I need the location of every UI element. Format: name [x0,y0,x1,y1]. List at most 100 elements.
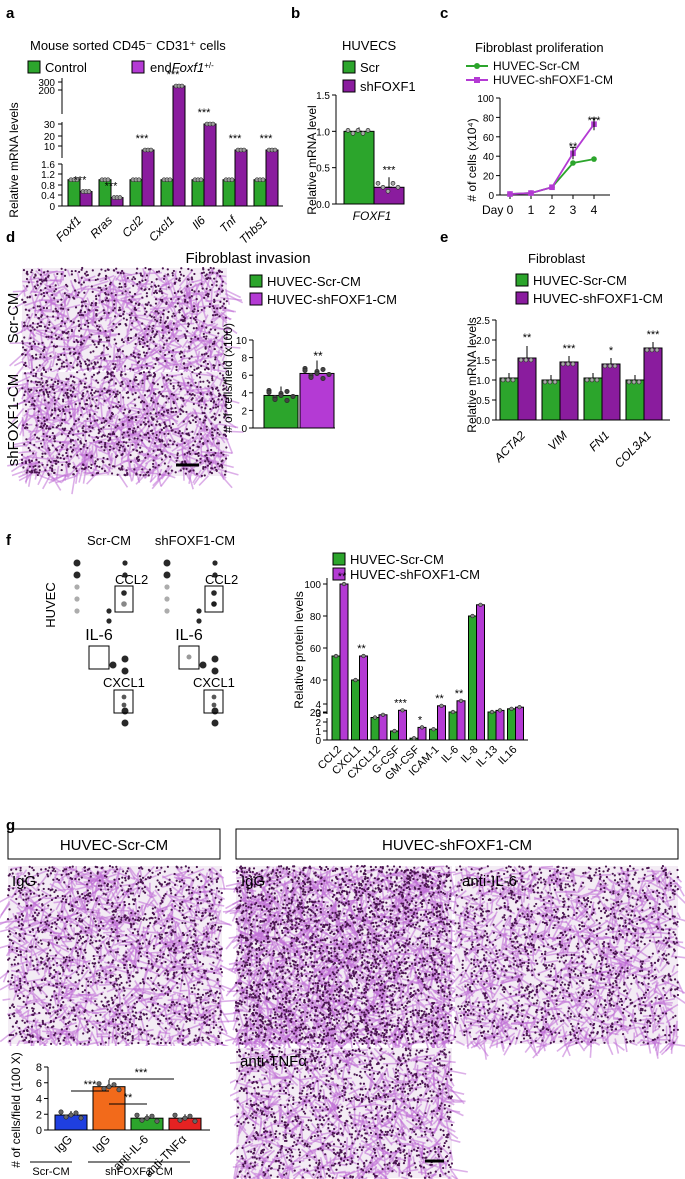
panel-d-micrograph-shfoxf1-nucleus [32,452,35,455]
panel-d-micrograph-scr-nucleus [129,367,132,370]
panel-d-micrograph-scr-nucleus [54,307,57,310]
panel-d-micrograph-scr-cell [195,341,211,352]
panel-d-micrograph-scr-nucleus [160,290,163,293]
panel-d-micrograph-shfoxf1-nucleus [81,427,84,430]
panel-b-title: HUVECS [342,38,397,53]
panel-d-micrograph-scr-nucleus [107,336,110,339]
panel-d-micrograph-shfoxf1-nucleus [63,418,66,422]
panel-g-micrograph-scr-igg-nucleus [158,955,162,958]
panel-a-ytick-label: 0.8 [41,181,55,192]
panel-g-micrograph-scr-igg-nucleus [69,999,72,1002]
panel-d-micrograph-shfoxf1-nucleus [109,433,112,436]
panel-f-bar-scr [370,717,380,741]
panel-f-bar-shfoxf1 [339,583,349,741]
panel-e-ytick-label: 0.0 [476,416,490,427]
panel-g-micrograph-scr-igg-nucleus [47,1034,50,1038]
panel-d-micrograph-scr-nucleus [87,368,90,371]
panel-d-micrograph-scr-cell [162,295,182,301]
panel-g-micrograph-scr-igg-cell [0,944,10,949]
panel-d-micrograph-shfoxf1-nucleus [65,393,68,396]
panel-f-blot-shfoxf1-label-cxcl1: CXCL1 [193,675,235,690]
panel-d-micrograph-scr-nucleus [74,351,77,354]
panel-d-micrograph-scr-nucleus [95,312,98,316]
panel-d-micrograph-scr-nucleus [74,306,78,309]
panel-d-micrograph-shfoxf1-nucleus [117,441,120,444]
panel-g-micrograph-scr-igg-nucleus [217,941,220,944]
panel-e-legend-shfoxf1: HUVEC-shFOXF1-CM [533,291,663,306]
panel-d-micrograph-scr-nucleus [117,309,121,312]
panel-d-micrograph-shfoxf1-nucleus [167,432,170,435]
panel-g-micrograph-scr-igg-nucleus [65,956,68,959]
panel-d-micrograph-scr-cell [125,312,138,318]
panel-d-micrograph-scr-nucleus [205,352,208,355]
panel-d-micrograph-shfoxf1-nucleus [194,440,197,443]
panel-d-micrograph-scr-nucleus [190,276,193,279]
panel-g-micrograph-scr-igg-nucleus [185,953,188,956]
panel-d-micrograph-scr-cell [225,289,242,299]
panel-d-micrograph-shfoxf1-nucleus [198,372,201,376]
panel-d-micrograph-shfoxf1-nucleus [36,473,39,477]
panel-d-micrograph-scr-nucleus [84,305,87,308]
panel-d-micrograph-scr-nucleus [138,340,141,343]
panel-d-micrograph-scr-nucleus [38,305,41,308]
panel-d-micrograph-scr-nucleus [144,278,147,282]
panel-d-micrograph-scr-nucleus [30,271,33,274]
panel-d-micrograph-shfoxf1-nucleus [154,412,157,415]
panel-g-micrograph-scr-igg-cell [96,1007,106,1011]
panel-d-micrograph-shfoxf1-nucleus [89,421,93,425]
panel-g-micrograph-scr-igg-nucleus [66,964,69,967]
panel-d-micrograph-shfoxf1-nucleus [161,452,164,455]
panel-d-micrograph-scr-nucleus [118,282,121,285]
panel-d-micrograph-shfoxf1-nucleus [142,371,146,374]
panel-d-micrograph-scr-cell [181,339,189,349]
panel-d-micrograph-shfoxf1-nucleus [211,431,214,434]
panel-b-ytick-label: 1.5 [316,91,330,102]
panel-d-micrograph-shfoxf1-nucleus [23,426,27,430]
panel-d-micrograph-scr-nucleus [134,302,138,305]
panel-d-micrograph-shfoxf1-nucleus [137,410,140,414]
panel-d-micrograph-shfoxf1-nucleus [40,422,43,425]
panel-d-micrograph-scr-nucleus [85,270,88,273]
panel-d-micrograph-shfoxf1-nucleus [35,389,38,392]
panel-f-blot-shfoxf1-spot [163,571,171,579]
panel-d-ylabel: # of cells/field (x100) [221,323,235,433]
panel-d-micrograph-shfoxf1-nucleus [121,383,124,386]
panel-g-micrograph-scr-igg-nucleus [202,1007,205,1010]
panel-f-point [470,613,475,619]
panel-d-micrograph-shfoxf1-nucleus [203,419,206,422]
panel-d-micrograph-shfoxf1-nucleus [90,388,94,392]
panel-d-micrograph-shfoxf1-nucleus [142,474,145,477]
panel-d-micrograph-scr-nucleus [99,365,102,368]
panel-d-micrograph-scr-nucleus [205,293,208,297]
panel-g-micrograph-scr-igg-nucleus [72,1018,75,1021]
panel-d-micrograph-scr-nucleus [167,326,170,330]
panel-d-micrograph-scr-nucleus [53,290,56,293]
panel-d-micrograph-shfoxf1-nucleus [155,454,158,457]
panel-d-micrograph-shfoxf1-nucleus [69,440,72,443]
panel-g-micrograph-scr-igg-cell [53,901,60,904]
panel-d-micrograph-shfoxf1-nucleus [100,467,104,470]
panel-d-micrograph-scr-nucleus [182,362,185,365]
panel-d-micrograph-scr-nucleus [208,271,211,274]
panel-d-micrograph-shfoxf1-nucleus [67,378,70,381]
panel-d-micrograph-scr-nucleus [205,366,208,370]
panel-d-micrograph-scr-nucleus [214,313,217,317]
panel-d-micrograph-scr-nucleus [114,342,118,345]
panel-d-micrograph-scr-nucleus [32,368,35,371]
panel-d-micrograph-scr-nucleus [171,315,174,318]
panel-b-point [360,131,366,136]
panel-d-micrograph-shfoxf1-nucleus [62,408,65,411]
panel-d-micrograph-shfoxf1-nucleus [60,388,64,391]
panel-f-point [489,709,495,715]
panel-d-micrograph-shfoxf1-nucleus [193,394,196,397]
panel-d-micrograph-scr-nucleus [149,336,153,339]
panel-d-micrograph-scr-cell [128,332,144,345]
panel-d-micrograph-shfoxf1-nucleus [28,400,31,404]
panel-f-point [478,602,483,607]
panel-d-micrograph-scr-cell [219,306,235,313]
panel-d-micrograph-shfoxf1-nucleus [75,469,78,473]
panel-d-micrograph-scr-nucleus [54,284,57,287]
panel-d-micrograph-scr-cell [40,345,55,350]
panel-e-bar-shfoxf1 [517,357,537,421]
panel-d-micrograph-shfoxf1-nucleus [74,403,77,406]
